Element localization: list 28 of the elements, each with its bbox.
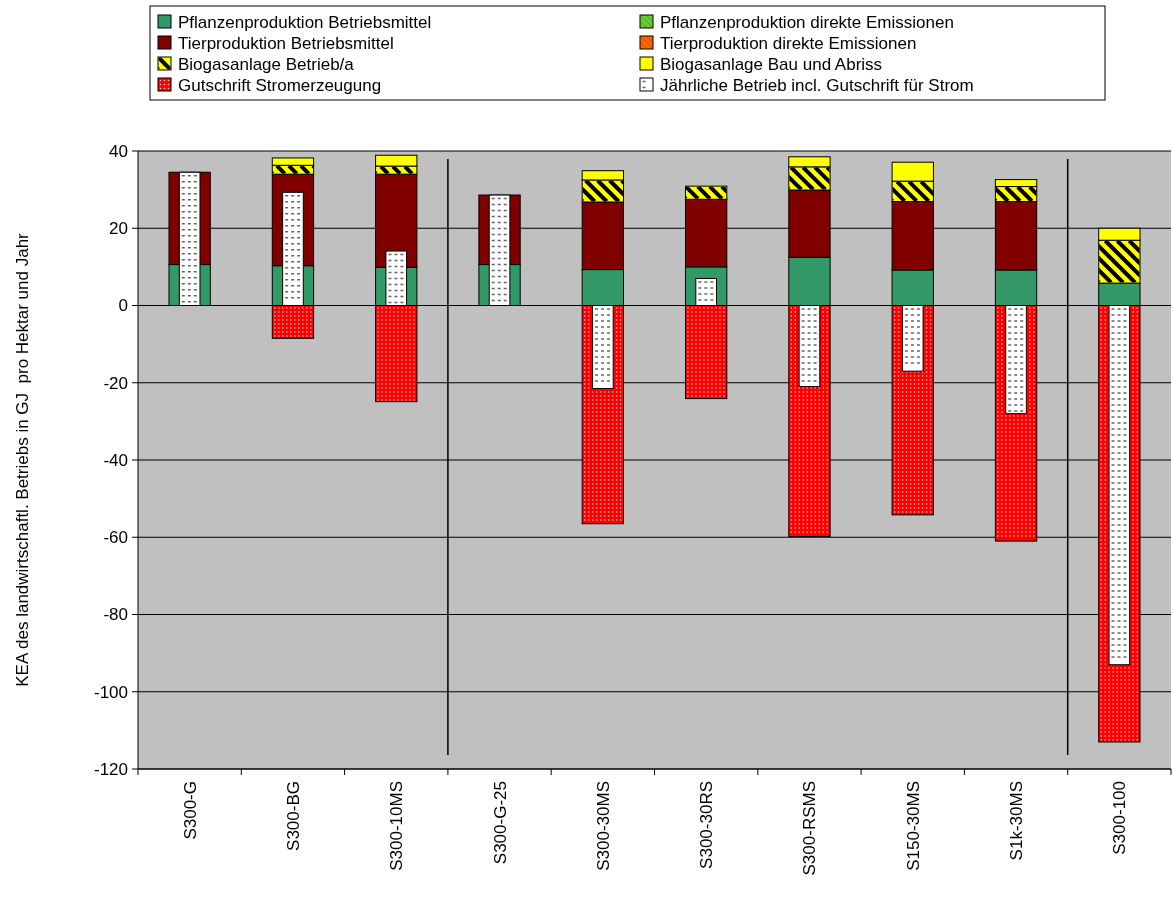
y-tick-label: 0 [118,296,128,316]
y-tick-label: -60 [103,528,128,548]
legend-label: Pflanzenproduktion direkte Emissionen [660,12,954,32]
x-tick-label: S300-G-25 [490,781,510,865]
y-tick-label: -120 [93,759,128,779]
y-axis-title: KEA des landwirtschaftl. Betriebs in GJ pro Hektar und Jahr [12,232,32,687]
x-tick-label: S1k-30MS [1007,781,1026,861]
x-tick-label: S300-RSMS [800,781,820,876]
y-tick-label: -40 [103,450,128,470]
x-tick-label: S300-30MS [593,781,613,871]
legend-label: Pflanzenproduktion Betriebsmittel [178,12,432,32]
legend-label: Tierproduktion Betriebsmittel [178,33,394,53]
x-tick-label: S300-10MS [387,781,407,871]
x-tick-label: S300-30RS [697,781,717,869]
x-tick-label: S150-30MS [903,781,923,871]
y-tick-label: -100 [93,682,128,702]
legend-label: Jährliche Betrieb incl. Gutschrift für Strom [660,75,974,95]
x-tick-label: S300-100 [1110,781,1130,855]
legend-label: Biogasanlage Betrieb/a [178,54,355,74]
x-tick-label: S300-G [180,781,200,840]
legend-label: Gutschrift Stromerzeugung [178,75,382,95]
y-tick-label: -20 [103,373,128,393]
legend-label: Biogasanlage Bau und Abriss [660,54,883,74]
x-tick-label: S300-BG [283,781,303,851]
y-tick-label: 20 [109,219,128,239]
y-tick-label: 40 [109,141,128,161]
y-tick-label: -80 [103,605,128,625]
legend-label: Tierproduktion direkte Emissionen [660,33,917,53]
